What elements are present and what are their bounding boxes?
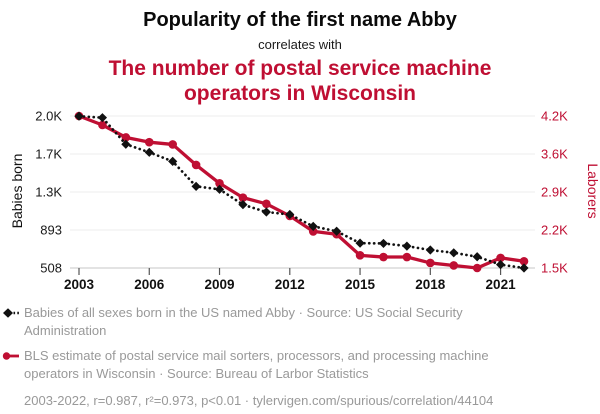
abby-series-point [74,111,84,121]
legend: Babies of all sexes born in the US named… [2,304,577,408]
correlated-series-title-line2: operators in Wisconsin [183,82,416,105]
left-axis-title: Babies born [9,153,25,229]
postal-series-point [238,193,248,202]
postal-series-point [449,261,459,270]
postal-series-point [426,258,435,268]
left-axis-tick-label: 893 [40,223,62,238]
postal-series-point [98,120,107,130]
right-axis-title: Laborers [585,163,600,219]
abby-series-point [355,238,365,248]
legend-row-abby: Babies of all sexes born in the US named… [2,304,577,340]
x-axis-tick-label: 2012 [275,277,305,292]
header: Popularity of the first name Abby correl… [0,0,600,106]
correlated-series-title: The number of postal service machine ope… [70,56,530,106]
right-axis-tick-label: 1.5K [541,261,568,276]
x-axis-tick-label: 2006 [134,277,165,292]
postal-series-point [519,256,529,266]
abby-series-point [425,245,435,255]
abby-series-point [97,113,108,123]
postal-series-point [215,178,224,188]
postal-series-point [402,252,412,262]
abby-series-point [495,260,506,270]
postal-series-point [121,133,131,142]
postal-series-point [262,199,271,209]
postal-series-point [472,263,482,273]
postal-series-point [168,140,177,149]
x-axis-tick-label: 2003 [64,277,95,292]
legend-label-abby-line1: Babies of all sexes born in the US named… [24,305,463,320]
red-circle-solid-marker-icon [2,352,19,360]
postal-series-point [496,253,505,263]
abby-series-point [449,248,459,258]
footer-stats: 2003-2022, r=0.987, r²=0.973, p<0.01 · t… [24,393,494,408]
postal-series-point [379,252,388,262]
abby-series-point [261,207,271,217]
black-diamond-dashed-marker-icon [3,308,21,318]
right-axis-tick-label: 3.6K [541,147,568,162]
abby-series-point [402,241,412,251]
abby-series-point [308,221,318,231]
abby-series-point [332,226,342,236]
left-axis-tick-label: 1.3K [35,185,62,200]
legend-row-postal: BLS estimate of postal service mail sort… [2,347,577,383]
right-axis-tick-label: 2.9K [541,185,568,200]
correlates-with-text: correlates with [258,37,342,52]
abby-series-point [214,184,225,194]
abby-series-point [144,147,154,157]
x-axis-tick-label: 2015 [345,277,376,292]
abby-series-point [285,209,295,220]
legend-label-abby-line2: Administration [24,323,107,338]
postal-series-point [355,251,365,260]
legend-label-postal-line2: operators in Wisconsin · Source: Bureau … [24,366,369,381]
x-axis-tick-label: 2018 [415,277,446,292]
postal-series-point [144,137,154,147]
abby-series-point [378,238,389,249]
left-axis-tick-label: 2.0K [35,109,62,124]
x-axis-tick-label: 2009 [205,277,235,292]
left-axis-tick-label: 1.7K [35,147,62,162]
right-axis-tick-label: 4.2K [541,109,568,124]
legend-label-abby: Babies of all sexes born in the US named… [24,304,564,340]
abby-series-point [191,181,201,191]
abby-series-point [121,139,131,149]
abby-series-point [168,156,178,167]
correlation-chart: 2.0K 4.2K 1.7K 3.6K 1.3K 2.9K 893 2.2K 508 1.5K 20… [35,109,568,293]
left-axis-tick-label: 508 [40,261,62,276]
postal-series-point [308,227,318,236]
abby-series-point [238,200,248,210]
abby-series-point [519,263,529,273]
right-axis-tick-label: 2.2K [541,223,568,238]
legend-label-postal: BLS estimate of postal service mail sort… [24,347,564,383]
abby-series-point [472,252,482,262]
postal-series-point [191,160,201,170]
correlated-series-title-line1: The number of postal service machine [108,57,492,80]
legend-label-postal-line1: BLS estimate of postal service mail sort… [24,348,489,363]
x-axis-tick-label: 2021 [486,277,517,292]
abby-series-line [77,114,526,270]
page-title: Popularity of the first name Abby [143,9,457,31]
